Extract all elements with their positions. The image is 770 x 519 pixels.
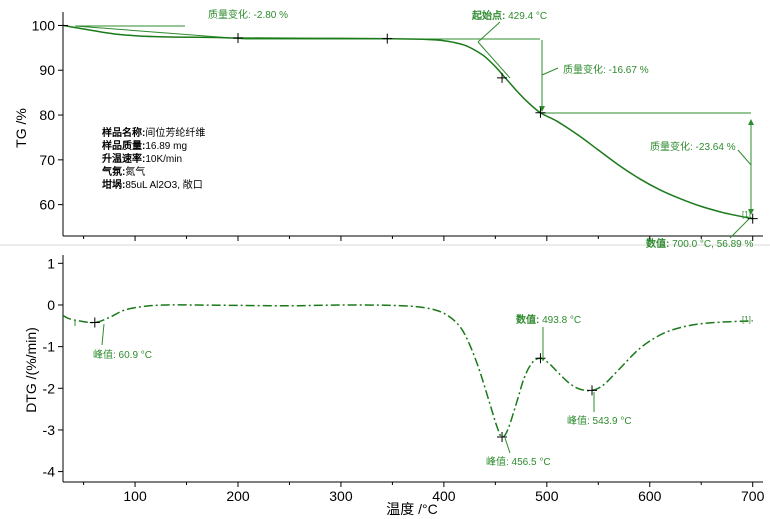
point-marker <box>535 353 546 364</box>
guide-end-leader <box>729 216 752 239</box>
arrowhead-step3-down <box>748 209 754 215</box>
y-tick-label: 0 <box>47 297 55 313</box>
x-tick-label: 100 <box>123 488 147 504</box>
tg-y-axis-title: TG /% <box>13 108 29 148</box>
x-tick-label: 300 <box>329 488 353 504</box>
point-marker <box>747 213 758 224</box>
dtg-leaders <box>101 323 595 454</box>
tg-onset: 起始点: 429.4 °C <box>471 9 547 22</box>
x-tick-label: 200 <box>226 488 250 504</box>
y-tick-label: 90 <box>39 62 55 78</box>
atmosphere: 气氛:氮气 <box>101 165 145 178</box>
y-tick-label: 70 <box>39 152 55 168</box>
y-tick-label: 1 <box>47 255 55 271</box>
arrowhead-step2 <box>539 106 545 112</box>
point-marker <box>233 32 243 43</box>
tg-mass-change-3: 质量变化: -23.64 % <box>650 140 736 153</box>
point-marker <box>587 385 598 396</box>
y-tick-label: -2 <box>43 380 56 396</box>
tg-series-line <box>62 24 753 220</box>
sample-info: 样品名称:间位芳纶纤维 样品质量:16.89 mg 升温速率:10K/min 气… <box>101 126 205 191</box>
crucible: 坩埚:85uL Al2O3, 敞口 <box>102 178 203 191</box>
point-marker <box>58 20 68 31</box>
y-tick-label: -3 <box>43 422 56 438</box>
tg-series-tag: [1] <box>742 210 751 219</box>
point-marker <box>535 107 546 118</box>
x-axis-title: 温度 /°C <box>386 501 438 517</box>
tg-panel: 60 70 80 90 100 TG /% 样品名称:间位芳纶纤维 样品质量:16.89… <box>13 8 763 250</box>
dtg-peak-3: 峰值: 543.9 °C <box>567 414 632 427</box>
dtg-axes: -4 -3 -2 -1 0 1 100 200 300 400 500 600 700 <box>43 255 765 504</box>
dtg-panel: -4 -3 -2 -1 0 1 100 200 300 400 500 600 700 DTG /(%/… <box>23 255 765 517</box>
x-tick-label: 600 <box>638 488 662 504</box>
tg-axes: 60 70 80 90 100 <box>32 12 763 241</box>
y-tick-label: -4 <box>43 464 56 480</box>
point-marker <box>497 432 508 443</box>
dtg-peak-2: 峰值: 456.5 °C <box>486 455 551 468</box>
arrowhead-step3-up <box>748 119 754 125</box>
x-tick-label: 400 <box>432 488 456 504</box>
y-tick-label: 60 <box>39 197 55 213</box>
y-tick-label: 100 <box>32 17 56 33</box>
guide-step3-leader <box>737 149 752 166</box>
heating-rate: 升温速率:10K/min <box>102 152 182 165</box>
point-marker <box>89 317 100 328</box>
dtg-peak-1: 峰值: 60.9 °C <box>93 348 152 361</box>
sample-name: 样品名称:间位芳纶纤维 <box>102 126 205 139</box>
sample-mass: 样品质量:16.89 mg <box>102 139 187 152</box>
tg-markers <box>58 20 758 224</box>
leader-peak-2 <box>504 437 511 454</box>
guide-onset-tangent <box>477 41 511 79</box>
dtg-y-axis-title: DTG /(%/min) <box>23 327 39 413</box>
dtg-series-tag: [1] <box>742 315 751 324</box>
dtg-series-line <box>62 304 753 438</box>
guide-step2-leader <box>541 67 559 76</box>
x-tick-label: 500 <box>535 488 559 504</box>
y-tick-label: 80 <box>39 107 55 123</box>
y-tick-label: -1 <box>43 339 56 355</box>
tg-mass-change-2: 质量变化: -16.67 % <box>563 63 649 76</box>
point-marker <box>382 33 393 44</box>
dtg-markers <box>89 317 598 443</box>
dtg-value: 数值: 493.8 °C <box>516 313 581 326</box>
tg-mass-change-1: 质量变化: -2.80 % <box>208 8 288 21</box>
x-tick-label: 700 <box>741 488 765 504</box>
guide-onset-leader <box>477 21 501 43</box>
tg-end-value: 数值: 700.0 °C, 56.89 % <box>646 237 754 250</box>
point-marker <box>497 72 508 83</box>
leader-peak-1 <box>101 323 105 346</box>
